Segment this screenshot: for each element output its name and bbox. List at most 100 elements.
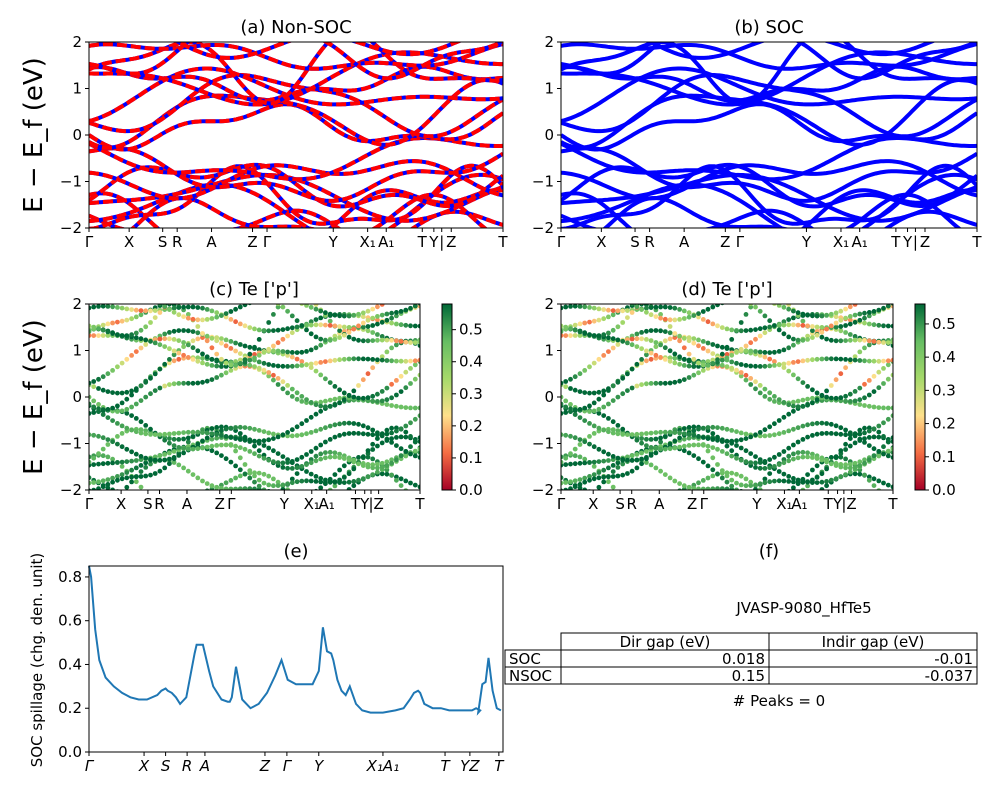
projection-point bbox=[106, 503, 111, 508]
projection-point bbox=[681, 335, 687, 341]
projection-point bbox=[271, 312, 276, 317]
projection-point bbox=[394, 435, 399, 440]
projection-point bbox=[370, 330, 376, 335]
projection-point bbox=[389, 425, 394, 431]
projection-point bbox=[252, 344, 257, 350]
cbar-d-tick-label: 0.1 bbox=[932, 448, 956, 466]
projection-point bbox=[299, 363, 305, 368]
projection-point bbox=[757, 465, 763, 471]
projection-point bbox=[563, 398, 569, 404]
projection-point bbox=[881, 358, 886, 364]
projection-point bbox=[833, 476, 839, 482]
projection-point bbox=[800, 423, 806, 429]
projection-point bbox=[776, 362, 782, 368]
projection-point bbox=[148, 375, 153, 381]
projection-point bbox=[724, 486, 730, 490]
projection-point bbox=[289, 313, 295, 319]
panel-a-xtick-label: Z bbox=[446, 233, 456, 251]
projection-point bbox=[710, 496, 715, 501]
projection-point bbox=[658, 342, 663, 348]
projection-point bbox=[398, 453, 404, 459]
projection-point bbox=[686, 443, 692, 448]
band-line bbox=[561, 42, 977, 71]
projection-point bbox=[582, 304, 588, 310]
projection-point bbox=[587, 305, 592, 310]
projection-point bbox=[219, 372, 224, 378]
projection-point bbox=[294, 479, 300, 485]
projection-point bbox=[261, 429, 267, 434]
projection-point bbox=[162, 452, 168, 457]
projection-point bbox=[786, 411, 792, 417]
band-line bbox=[561, 163, 977, 228]
projection-point bbox=[115, 364, 120, 370]
projection-point bbox=[653, 465, 659, 471]
projection-point bbox=[337, 328, 342, 334]
projection-point bbox=[885, 304, 891, 309]
projection-point bbox=[847, 391, 853, 397]
projection-point bbox=[171, 443, 177, 448]
projection-point bbox=[890, 439, 893, 444]
projection-point bbox=[800, 449, 806, 455]
projection-point bbox=[389, 320, 394, 326]
projection-point bbox=[862, 440, 867, 445]
projection-point bbox=[776, 327, 782, 333]
projection-point bbox=[824, 459, 829, 465]
projection-point bbox=[639, 450, 644, 456]
projection-point bbox=[786, 368, 792, 374]
projection-point bbox=[610, 312, 616, 318]
projection-point bbox=[370, 441, 376, 447]
projection-point bbox=[686, 358, 692, 364]
projection-point bbox=[561, 323, 564, 329]
projection-point bbox=[677, 444, 682, 450]
projection-point bbox=[696, 442, 701, 448]
projection-point bbox=[237, 473, 243, 479]
projection-point bbox=[610, 336, 616, 342]
projection-point bbox=[767, 324, 773, 330]
projection-point bbox=[110, 456, 115, 462]
projection-point bbox=[228, 368, 234, 373]
projection-point bbox=[138, 463, 144, 468]
projection-point bbox=[167, 307, 172, 312]
projection-point bbox=[337, 451, 342, 457]
projection-point bbox=[299, 291, 304, 296]
projection-point bbox=[838, 356, 844, 362]
projection-point bbox=[266, 437, 272, 443]
projection-point bbox=[729, 477, 735, 483]
projection-point bbox=[318, 308, 324, 314]
projection-point bbox=[563, 293, 568, 298]
projection-point bbox=[124, 470, 130, 475]
projection-point bbox=[561, 475, 564, 481]
projection-point bbox=[290, 491, 295, 496]
projection-point bbox=[833, 324, 839, 330]
band-line-dashed bbox=[89, 188, 503, 228]
cbar-c-tick-label: 0.4 bbox=[459, 353, 483, 371]
projection-point bbox=[824, 466, 829, 472]
projection-point bbox=[686, 450, 692, 456]
projection-point bbox=[233, 306, 239, 312]
projection-point bbox=[710, 431, 716, 436]
projection-point bbox=[399, 293, 404, 298]
projection-point bbox=[648, 445, 654, 450]
projection-point bbox=[810, 400, 815, 406]
panel-e-ytick-label: 0.4 bbox=[58, 655, 82, 673]
panel-d-xtick-label: Y bbox=[751, 495, 762, 513]
projection-point bbox=[100, 304, 106, 309]
projection-point bbox=[394, 457, 399, 463]
projection-point bbox=[872, 293, 877, 298]
projection-point bbox=[412, 482, 418, 488]
projection-point bbox=[852, 432, 858, 438]
projection-point bbox=[672, 331, 678, 336]
projection-point bbox=[700, 486, 706, 490]
panel-e-xtick-label: Γ bbox=[283, 757, 293, 775]
projection-point bbox=[418, 289, 423, 294]
projection-point bbox=[810, 451, 815, 457]
projection-point bbox=[582, 390, 588, 395]
projection-point bbox=[767, 318, 773, 324]
projection-point bbox=[795, 404, 801, 410]
projection-point bbox=[275, 348, 281, 354]
projection-point bbox=[266, 320, 272, 325]
projection-point bbox=[639, 431, 644, 437]
projection-point bbox=[247, 425, 253, 431]
projection-point bbox=[389, 457, 394, 463]
projection-point bbox=[304, 462, 309, 467]
